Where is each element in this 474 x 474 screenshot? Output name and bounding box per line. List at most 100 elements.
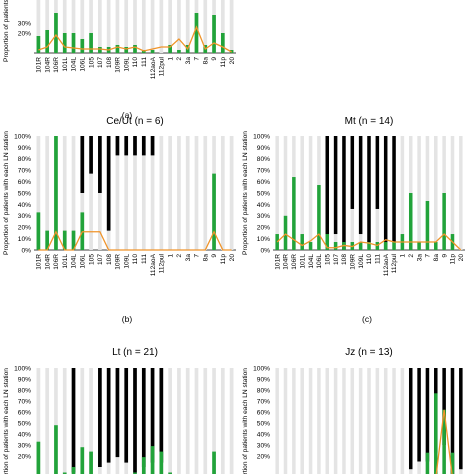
background-bar — [383, 368, 388, 474]
x-tick-label: 105 — [88, 57, 95, 68]
background-bar — [450, 136, 455, 250]
background-bar — [62, 368, 67, 474]
y-tick-label: 70% — [257, 168, 270, 175]
black-bar — [383, 136, 388, 250]
black-bar — [450, 368, 455, 474]
black-bar — [115, 368, 120, 458]
green-bar — [317, 185, 321, 250]
x-tick-label: 109R — [350, 254, 357, 270]
panel-label: (b) — [122, 314, 133, 324]
y-tick-label: 10% — [18, 236, 31, 243]
x-tick-label: 106L — [80, 57, 87, 72]
background-bar — [342, 368, 346, 474]
green-bar — [383, 242, 388, 250]
x-tick-label: 20 — [229, 57, 236, 65]
green-bar — [425, 452, 430, 474]
y-tick-label: 80% — [18, 387, 31, 394]
green-bar — [292, 177, 296, 250]
background-bar — [194, 368, 199, 474]
y-tick-label: 30% — [257, 442, 270, 449]
green-bar — [45, 230, 50, 250]
x-tick-label: 104L — [71, 254, 78, 269]
background-bar — [141, 0, 146, 53]
background-bar — [106, 0, 111, 53]
black-bar — [425, 368, 430, 462]
x-tick-label: 7 — [425, 254, 432, 258]
green-bar — [392, 242, 396, 250]
background-bar — [177, 136, 181, 250]
background-bar — [212, 368, 216, 474]
background-bar — [71, 0, 76, 53]
green-bar — [133, 45, 137, 53]
y-tick-label: 40% — [18, 202, 31, 209]
chart-title: Ce/Ut (n = 6) — [106, 116, 164, 127]
chart-panel-d: Lt (n = 21) Proportion of patients with e… — [3, 347, 234, 474]
x-tick-label: 112pul — [159, 253, 166, 273]
x-tick-label: 108 — [341, 254, 348, 265]
green-bar — [71, 33, 76, 53]
black-bar — [98, 368, 102, 467]
x-tick-label: 104L — [71, 57, 78, 72]
green-bar — [133, 472, 137, 474]
black-bar — [342, 136, 346, 250]
x-tick-label: 11p — [450, 254, 457, 265]
x-tick-label: 1 — [400, 254, 407, 258]
y-tick-label: 30% — [18, 213, 31, 220]
background-bar — [89, 0, 93, 53]
x-tick-label: 109L — [123, 57, 130, 72]
background-bar — [283, 136, 288, 250]
black-bar — [98, 136, 102, 193]
y-tick-label: 90% — [18, 376, 31, 383]
background-bar — [229, 368, 234, 474]
x-tick-label: 111 — [375, 254, 382, 264]
green-bar — [275, 234, 279, 250]
black-bar — [358, 136, 363, 235]
green-bar — [168, 472, 172, 474]
x-tick-label: 3a — [185, 254, 192, 262]
background-bar — [159, 0, 164, 53]
x-tick-label: 111 — [141, 57, 148, 67]
x-tick-label: 101L — [299, 254, 306, 269]
green-bar — [177, 50, 181, 53]
background-bar — [400, 368, 405, 474]
background-bar — [115, 0, 120, 53]
black-bar — [133, 368, 137, 473]
y-tick-label: 20% — [18, 225, 31, 232]
y-tick-label: 100% — [14, 365, 31, 372]
x-tick-label: 112aoA — [150, 253, 157, 276]
green-bar — [89, 451, 93, 474]
background-bar — [358, 368, 363, 474]
x-tick-label: 108 — [106, 57, 113, 68]
x-tick-label: 3a — [416, 254, 423, 262]
series-line — [38, 25, 232, 53]
background-bar — [275, 368, 279, 474]
x-tick-label: 7 — [194, 254, 201, 258]
y-tick-label: 90% — [18, 145, 31, 152]
x-tick-label: 105 — [324, 254, 331, 265]
x-tick-label: 105 — [88, 254, 95, 265]
green-bar — [98, 47, 102, 53]
green-bar — [80, 447, 85, 474]
x-tick-label: 106L — [316, 254, 323, 269]
x-tick-label: 11p — [220, 254, 227, 265]
x-tick-label: 101L — [62, 57, 69, 72]
x-tick-label: 108 — [106, 254, 113, 265]
y-tick-label: 70% — [18, 398, 31, 405]
background-bar — [36, 368, 41, 474]
x-tick-label: 107 — [333, 254, 340, 265]
background-bar — [308, 368, 313, 474]
background-bar — [392, 368, 396, 474]
y-tick-label: 100% — [14, 133, 31, 140]
y-tick-label: 50% — [257, 420, 270, 427]
chart-panel-a: Proportion of patients with each LN stat… — [3, 0, 236, 120]
green-bar — [80, 39, 85, 53]
x-tick-label: 9 — [211, 57, 218, 61]
chart-title: Jz (n = 13) — [345, 347, 393, 358]
background-bar — [185, 0, 190, 53]
x-tick-label: 101R — [36, 57, 43, 73]
background-bar — [275, 136, 279, 250]
background-bar — [350, 368, 355, 474]
green-bar — [159, 451, 164, 474]
chart-panel-e: Jz (n = 13) Proportion of patients with e… — [242, 347, 463, 474]
x-tick-label: 107 — [97, 57, 104, 68]
